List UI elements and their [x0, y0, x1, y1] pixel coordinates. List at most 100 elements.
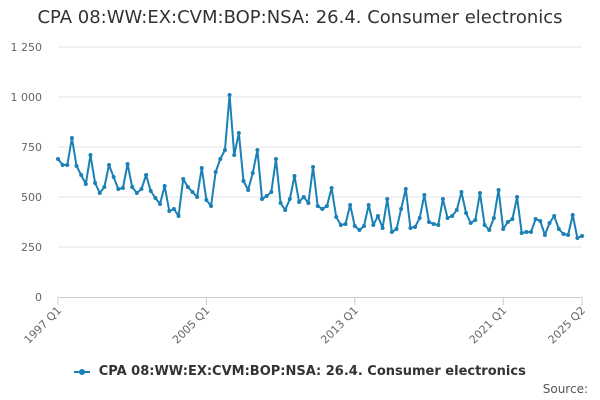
data-point	[250, 171, 255, 175]
data-point	[566, 233, 571, 237]
data-point	[185, 185, 190, 189]
data-point	[408, 226, 413, 230]
data-point	[329, 186, 334, 190]
data-point	[524, 230, 529, 234]
y-axis-tick-labels: 0 250 500 750 1 000 1 250	[11, 41, 43, 304]
data-point	[241, 179, 246, 183]
chart-title: CPA 08:WW:EX:CVM:BOP:NSA: 26.4. Consumer…	[37, 7, 563, 28]
data-point	[324, 204, 329, 208]
data-point	[181, 177, 186, 181]
data-point	[445, 216, 450, 220]
data-point	[320, 207, 325, 211]
credits-text[interactable]: Source:	[542, 382, 588, 396]
data-point	[440, 197, 445, 201]
data-point	[60, 163, 65, 167]
x-tick-label: 2021 Q1	[467, 304, 510, 347]
data-point	[459, 190, 464, 194]
y-tick-label: 500	[21, 191, 42, 204]
data-point	[190, 190, 195, 194]
data-point	[264, 194, 269, 198]
data-point	[542, 233, 547, 237]
x-axis	[57, 297, 583, 305]
data-point	[218, 157, 223, 161]
data-point	[380, 226, 385, 230]
data-point	[371, 223, 376, 227]
data-point	[111, 175, 116, 179]
x-tick-label: 2013 Q1	[318, 304, 361, 347]
data-point	[505, 220, 510, 224]
data-point	[426, 220, 431, 224]
data-point	[431, 222, 436, 226]
x-tick-label: 1997 Q1	[22, 304, 65, 347]
data-point	[556, 227, 561, 231]
data-point	[375, 214, 380, 218]
data-point	[232, 153, 237, 157]
data-point	[204, 198, 209, 202]
data-point	[436, 223, 441, 227]
data-point	[334, 215, 339, 219]
data-point	[97, 191, 102, 195]
data-point	[399, 207, 404, 211]
data-point	[120, 186, 125, 190]
data-point	[348, 203, 353, 207]
data-point	[278, 201, 283, 205]
data-point	[158, 202, 163, 206]
data-point	[222, 148, 227, 152]
data-point	[580, 234, 584, 238]
legend-swatch	[74, 367, 91, 377]
data-point	[315, 204, 320, 208]
data-point	[519, 231, 524, 235]
data-point	[292, 174, 297, 178]
data-point	[450, 214, 455, 218]
data-point	[487, 228, 492, 232]
data-point	[144, 173, 149, 177]
data-point	[297, 200, 302, 204]
series-group	[56, 93, 584, 240]
data-point	[389, 230, 394, 234]
data-point	[496, 188, 501, 192]
data-point	[107, 163, 112, 167]
data-point	[464, 211, 469, 215]
legend[interactable]: CPA 08:WW:EX:CVM:BOP:NSA: 26.4. Consumer…	[0, 364, 600, 379]
y-tick-label: 1 250	[11, 41, 43, 54]
data-point	[134, 191, 139, 195]
legend-marker	[79, 368, 86, 375]
data-point	[533, 217, 538, 221]
x-tick-label: 2025 Q2	[546, 304, 589, 347]
x-axis-tick-labels: 1997 Q1 2005 Q1 2013 Q1 2021 Q1 2025 Q2	[22, 304, 589, 347]
data-point	[246, 188, 251, 192]
data-point	[306, 201, 311, 205]
data-point	[236, 131, 241, 135]
data-point	[422, 193, 427, 197]
data-point	[195, 195, 200, 199]
data-point	[56, 157, 60, 161]
data-point	[501, 227, 506, 231]
data-point	[338, 223, 343, 227]
data-point	[209, 204, 214, 208]
y-tick-label: 1 000	[11, 91, 43, 104]
data-point	[273, 157, 278, 161]
data-point	[575, 236, 580, 240]
data-point	[552, 214, 557, 218]
data-point	[102, 185, 107, 189]
x-tick-label: 2005 Q1	[170, 304, 213, 347]
data-point	[269, 190, 274, 194]
data-point	[116, 187, 121, 191]
data-point	[167, 209, 172, 213]
data-point	[366, 203, 371, 207]
data-point	[413, 225, 418, 229]
data-point	[468, 221, 473, 225]
data-point	[417, 216, 422, 220]
y-tick-label: 0	[35, 291, 42, 304]
gridlines	[58, 46, 582, 248]
data-point	[93, 181, 98, 185]
data-point	[385, 197, 390, 201]
data-point	[79, 173, 84, 177]
data-point	[482, 223, 487, 227]
data-point	[570, 213, 575, 217]
data-point	[394, 227, 399, 231]
legend-label[interactable]: CPA 08:WW:EX:CVM:BOP:NSA: 26.4. Consumer…	[98, 364, 526, 379]
data-point	[139, 187, 144, 191]
data-point	[213, 170, 218, 174]
